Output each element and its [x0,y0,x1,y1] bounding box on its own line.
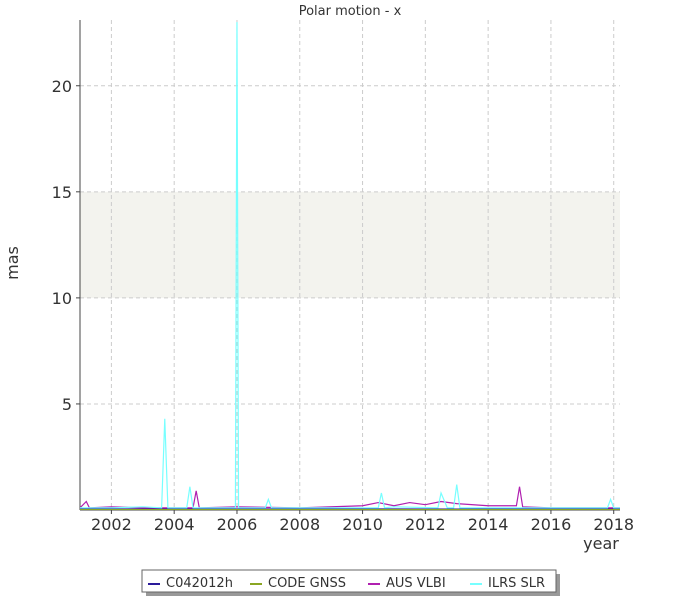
x-tick-label: 2012 [405,515,446,534]
legend: C042012h CODE GNSS AUS VLBI ILRS SLR [142,570,560,596]
legend-label: C042012h [166,576,233,591]
x-axis-label: year [583,534,619,553]
series-line [80,487,620,508]
x-tick-label: 2004 [154,515,195,534]
y-axis-label: mas [3,246,22,280]
legend-label: CODE GNSS [268,576,346,591]
x-tick-label: 2010 [342,515,383,534]
x-tick-label: 2016 [531,515,572,534]
legend-label: AUS VLBI [386,576,446,591]
shaded-band [80,192,620,298]
y-tick-label: 20 [52,77,72,96]
y-tick-label: 15 [52,183,72,202]
x-tick-label: 2006 [217,515,258,534]
x-tick-label: 2008 [279,515,320,534]
chart-title: Polar motion - x [299,4,402,19]
x-tick-label: 2018 [593,515,634,534]
x-tick-label: 2002 [91,515,132,534]
legend-label: ILRS SLR [488,576,545,591]
x-tick-label: 2014 [468,515,509,534]
y-tick-label: 5 [62,395,72,414]
y-tick-label: 10 [52,289,72,308]
